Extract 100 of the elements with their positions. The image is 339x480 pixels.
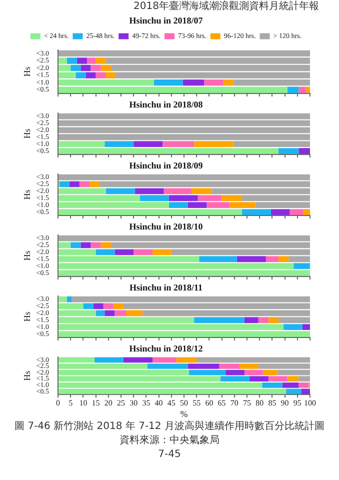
x-tick-label: 40 [154,398,163,408]
bar [298,382,309,388]
chart-title: Hsinchu in 2018/12 [129,344,204,354]
y-axis-title: Hs [22,189,32,200]
bar [100,242,111,248]
x-tick-label: 15 [92,398,100,408]
bar [304,209,310,215]
x-tick-label: 65 [218,398,226,408]
bar [278,148,299,154]
bar [124,357,152,363]
bar [69,181,80,188]
chart-title: Hsinchu in 2018/07 [129,16,204,26]
bar [250,376,268,382]
x-tick-label: 50 [180,398,188,408]
text: 7-45 [157,448,182,462]
chart-title: Hsinchu in 2018/10 [129,222,204,232]
bar [302,324,310,330]
bar [152,249,172,256]
bar [96,310,105,316]
bar [236,256,266,262]
chart-title: Hsinchu in 2018/08 [129,100,204,110]
bar [152,357,176,363]
bar [263,370,278,376]
bar [83,303,94,310]
text: 2018年臺灣海域潮浪觀測資料月統計年報 [132,0,320,14]
bar [114,249,134,256]
bar [244,317,258,324]
bar [266,256,278,262]
bar [219,364,240,369]
bar [94,357,124,363]
chart-title: Hsinchu in 2018/09 [129,160,204,171]
bar [301,388,310,394]
bar [134,188,164,194]
x-tick-label: 80 [256,398,264,408]
bar [70,242,81,248]
bar [90,242,101,248]
bar [59,181,70,188]
bar [287,376,299,382]
x-tick-label: 30 [130,398,138,408]
bar [298,148,310,154]
y-axis-title: Hs [22,311,32,322]
bar [194,317,244,324]
bar [66,296,72,302]
bar [226,370,244,376]
bar [80,242,91,248]
bar [194,141,234,148]
bar [268,376,288,382]
bar [103,303,114,310]
bar [258,317,268,324]
bar [278,256,289,262]
bar [284,324,302,330]
bar [90,181,100,188]
x-tick-label: 95 [293,398,302,408]
x-tick-label: 5 [68,398,73,408]
bar [244,370,264,376]
x-axis-title: % [180,408,188,419]
bar [140,195,169,202]
bar [268,317,278,324]
x-tick-label: 0 [56,398,60,408]
bar [287,86,299,93]
bar [204,79,224,86]
x-tick-label: 90 [280,398,289,408]
x-tick-label: 20 [104,398,112,408]
bar [162,141,194,148]
bar [154,79,183,86]
bar [242,209,271,215]
bar [104,141,134,148]
x-tick-label: 100 [304,398,316,408]
y-axis-title: Hs [22,128,32,139]
x-tick-label: 35 [142,398,150,408]
bar [282,382,299,388]
bar [106,188,135,194]
bar [176,357,197,363]
x-tick-label: 25 [117,398,125,408]
bar [113,303,124,310]
bar [147,364,188,369]
bar [199,256,237,262]
x-tick-label: 60 [205,398,214,408]
bar [96,249,115,256]
bar [270,209,290,215]
bar [192,188,212,194]
bar [223,79,234,86]
bar [306,86,310,93]
source-note: 資料來源：中央氣象局 [118,434,220,448]
bar [114,310,126,316]
chart-title: Hsinchu in 2018/11 [129,282,204,293]
bar [188,364,220,369]
bar [286,388,302,394]
y-axis-title: Hs [22,250,32,261]
bar [182,79,204,86]
caption: 圖 7-46 新竹測站 2018 年 7-12 月波高與連續作用時數百分比統計圖 [14,420,326,434]
y-axis-title: Hs [22,66,32,77]
bar [134,141,163,148]
bar [290,209,304,215]
x-tick-label: 70 [230,398,238,408]
y-axis-title: Hs [22,370,32,381]
bar [79,181,90,188]
bar [239,364,258,369]
bar [104,310,115,316]
bar [294,263,310,270]
